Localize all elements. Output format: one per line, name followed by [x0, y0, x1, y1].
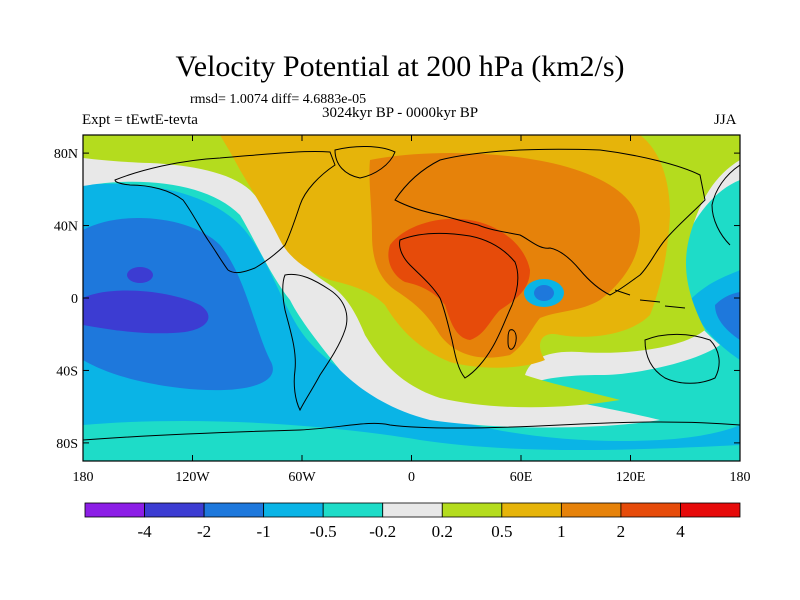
coast-australia [644, 333, 720, 384]
coastlines [83, 146, 740, 441]
lon-tick-label: 180 [730, 470, 751, 485]
contour-pacific-blob [127, 267, 153, 283]
colorbar-box [501, 502, 562, 518]
lon-tick-label: 60E [510, 470, 533, 485]
colorbar-label: -2 [197, 522, 211, 541]
contour-east-cyan [690, 270, 740, 360]
colorbar-box [144, 502, 205, 518]
lat-tick-label: 80S [56, 437, 78, 452]
lon-axis: 180 120W 60W 0 60E 120E 180 [73, 135, 751, 485]
contour-south-teal [83, 420, 740, 461]
experiment-label: Expt = tEwtE-tevta [82, 112, 198, 128]
colorbar-box [620, 502, 681, 518]
colorbar-label: -4 [137, 522, 152, 541]
colorbar-label: -0.5 [310, 522, 337, 541]
contour-neutral-spot [338, 333, 358, 353]
colorbar-box [322, 502, 384, 518]
map-field [83, 135, 740, 461]
colorbar-label: 1 [557, 522, 566, 541]
colorbar: -4 -2 -1 -0.5 -0.2 0.2 0.5 1 2 4 [84, 502, 741, 541]
coast-north-america-east [711, 164, 740, 246]
colorbar-box [382, 502, 443, 518]
coast-north-america [114, 151, 336, 274]
coast-south-america [282, 273, 348, 412]
lat-tick-label: 0 [71, 292, 78, 307]
colorbar-box [560, 502, 622, 518]
colorbar-box [203, 502, 265, 518]
lat-tick-label: 40N [54, 220, 78, 235]
colorbar-label: -0.2 [369, 522, 396, 541]
lat-tick-label: 40S [56, 364, 78, 379]
colorbar-label: 4 [676, 522, 685, 541]
contour-east-blue [715, 292, 740, 340]
colorbar-label: 0.5 [491, 522, 512, 541]
stats-text: rmsd= 1.0074 diff= 4.6883e-05 [190, 92, 367, 107]
contour-indian-blue [534, 285, 554, 301]
colorbar-label: 0.2 [432, 522, 453, 541]
figure-title: Velocity Potential at 200 hPa (km2/s) [175, 50, 625, 83]
coast-greenland [334, 146, 396, 179]
lon-tick-label: 180 [73, 470, 94, 485]
colorbar-box [84, 502, 145, 518]
colorbar-box [441, 502, 503, 518]
colorbar-label: 2 [617, 522, 626, 541]
coast-madagascar [507, 329, 517, 350]
coast-antarctica [83, 421, 740, 441]
lat-tick-label: 80N [54, 147, 78, 162]
lon-tick-label: 0 [408, 470, 415, 485]
lat-axis: 80N 40N 0 40S 80S [54, 147, 740, 452]
coast-africa [399, 232, 519, 379]
season-label: JJA [714, 112, 737, 128]
colorbar-label: -1 [257, 522, 271, 541]
colorbar-box [263, 502, 324, 518]
lon-tick-label: 120W [175, 470, 210, 485]
lon-tick-label: 120E [616, 470, 646, 485]
coast-europe-asia [394, 148, 706, 296]
coast-indonesia [614, 289, 686, 309]
contour-pacific-darkblue [83, 290, 209, 334]
contour-pacific-cyan [83, 183, 740, 461]
contour-red-orange [388, 218, 530, 340]
colorbar-box [680, 502, 741, 518]
lon-tick-label: 60W [288, 470, 316, 485]
period-label: 3024kyr BP - 0000kyr BP [322, 105, 479, 121]
